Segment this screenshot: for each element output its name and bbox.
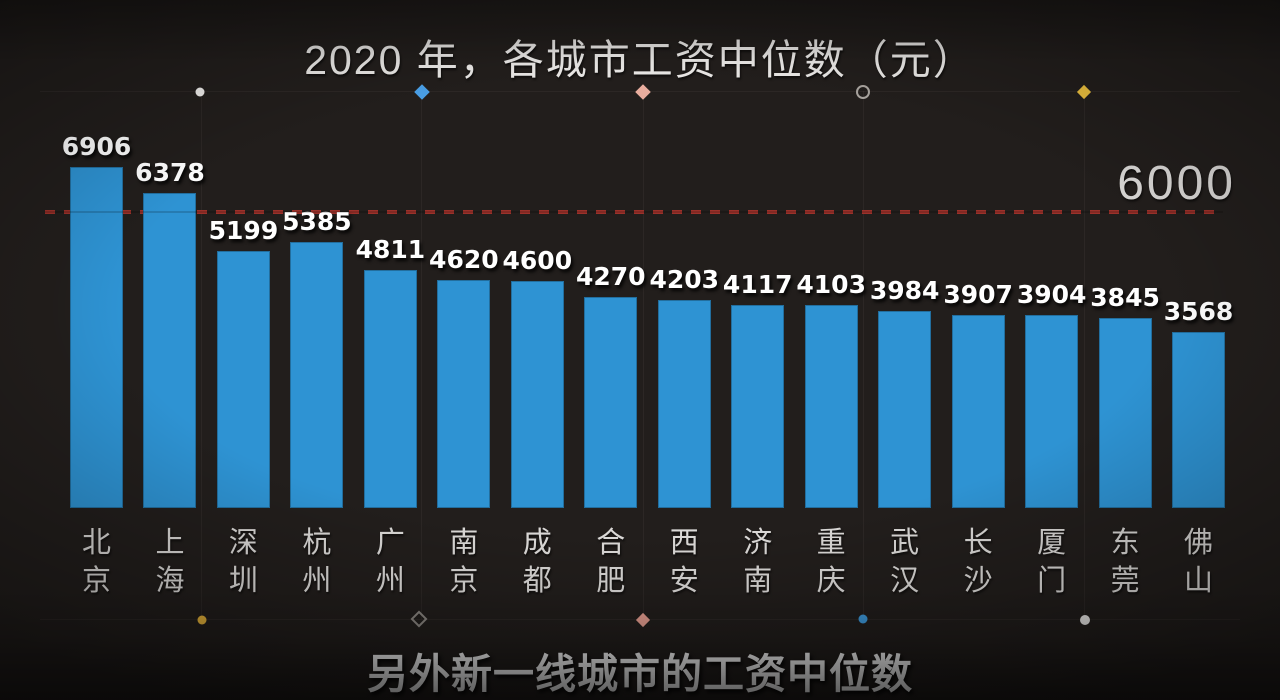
dot-blue-bottom-icon: [858, 614, 868, 624]
bar-category-label: 北 京: [81, 527, 112, 597]
bar-value-label: 3984: [869, 276, 940, 306]
bar-category-label: 厦 门: [1037, 527, 1067, 597]
bar-2: [143, 192, 197, 508]
bar-category-label: 南 京: [449, 527, 479, 597]
grid-line-vertical: [863, 91, 864, 619]
bar-category-label: 济 南: [743, 527, 773, 597]
bar-value-label: 3904: [1016, 280, 1087, 310]
bar-category-label: 上 海: [155, 527, 185, 597]
bar-category-label: 长 沙: [963, 527, 993, 597]
dot-white-bottom-icon: [1080, 615, 1090, 625]
dot-salmon-bottom-icon: [635, 612, 651, 628]
dot-white-top-icon: [195, 87, 205, 97]
bar-value-label: 6906: [61, 131, 132, 161]
bar-8: [584, 297, 638, 508]
bar-3: [216, 251, 270, 508]
grid-line-vertical: [643, 91, 644, 619]
dot-yellow-bottom-icon: [197, 615, 207, 625]
chart-title: 2020 年，各城市工资中位数（元）: [304, 37, 976, 83]
bar-14: [1025, 315, 1079, 508]
bar-value-label: 5199: [208, 216, 279, 246]
reference-line-overlay: [45, 211, 1223, 213]
bar-4: [290, 241, 344, 508]
bar-value-label: 4203: [649, 265, 720, 295]
bar-category-label: 佛 山: [1184, 527, 1214, 597]
bar-value-label: 4811: [355, 235, 426, 265]
bar-value-label: 4270: [575, 262, 646, 292]
bar-15: [1098, 318, 1152, 508]
bar-value-label: 6378: [135, 157, 205, 187]
bar-6: [437, 279, 491, 508]
bar-value-label: 3845: [1090, 283, 1160, 313]
bar-category-label: 西 安: [669, 527, 699, 597]
bar-value-label: 4600: [502, 245, 573, 275]
bar-7: [510, 280, 564, 508]
bar-11: [804, 305, 858, 508]
bar-1: [70, 166, 123, 508]
bar-category-label: 武 汉: [890, 527, 920, 597]
grid-line-vertical: [421, 91, 422, 619]
bar-category-label: 杭 州: [302, 527, 332, 597]
bar-category-label: 广 州: [375, 527, 405, 597]
bar-category-label: 深 圳: [228, 527, 258, 597]
bar-12: [878, 311, 932, 508]
bar-value-label: 4620: [429, 244, 499, 274]
dot-gray-bottom-icon: [410, 610, 428, 628]
reference-line-label: 6000: [1117, 157, 1236, 210]
bar-value-label: 4103: [796, 270, 866, 300]
dot-yellow-top-icon: [1076, 84, 1092, 100]
bar-category-label: 重 庆: [816, 527, 846, 597]
bar-16: [1172, 331, 1226, 508]
grid-line-vertical: [1084, 91, 1085, 619]
bar-category-label: 成 都: [522, 527, 552, 597]
dot-ring-top-icon: [856, 85, 870, 99]
bar-value-label: 3568: [1163, 296, 1234, 326]
bar-value-label: 4117: [722, 269, 793, 299]
bar-category-label: 合 肥: [596, 527, 626, 597]
dot-salmon-top-icon: [635, 84, 651, 100]
bar-10: [731, 304, 785, 508]
bar-13: [951, 314, 1005, 508]
bar-9: [657, 300, 711, 508]
bar-category-label: 东 莞: [1110, 527, 1140, 597]
bar-value-label: 3907: [943, 280, 1013, 309]
bar-5: [363, 270, 417, 508]
dot-blue-top-icon: [414, 84, 430, 100]
subtitle-caption: 另外新一线城市的工资中位数: [367, 651, 913, 697]
